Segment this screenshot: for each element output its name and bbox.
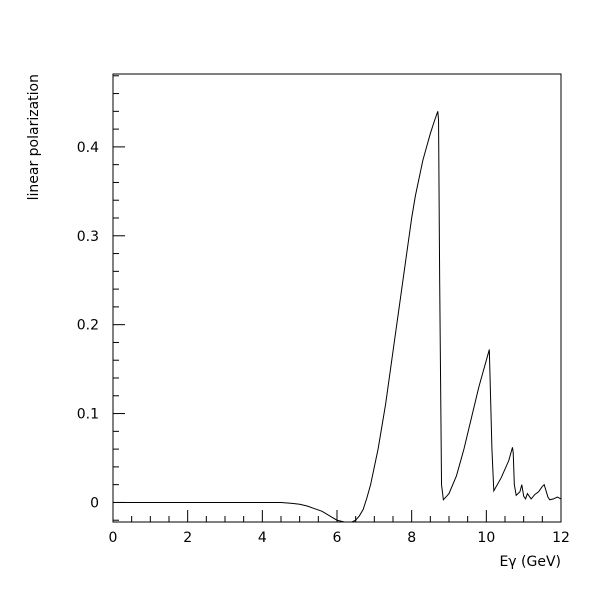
x-tick-label: 10: [477, 530, 495, 546]
y-tick-label: 0.1: [77, 407, 99, 423]
x-tick-label: 6: [333, 530, 342, 546]
x-tick-label: 4: [258, 530, 267, 546]
y-tick-label: 0.2: [77, 318, 99, 334]
y-axis-tick-labels: 0 0.1 0.2 0.3 0.4: [77, 140, 99, 512]
x-axis-title: Eγ (GeV): [499, 554, 561, 570]
x-tick-label: 0: [109, 530, 118, 546]
x-tick-label: 8: [407, 530, 416, 546]
x-axis-ticks: [112, 510, 562, 522]
y-axis-title: linear polarization: [26, 74, 42, 200]
y-tick-label: 0: [90, 495, 99, 511]
x-tick-label: 2: [183, 530, 192, 546]
y-axis-ticks: [113, 75, 125, 521]
x-tick-label: 12: [552, 530, 570, 546]
x-axis-tick-labels: 0 2 4 6 8 10 12: [109, 530, 570, 546]
plot-frame: [112, 73, 562, 523]
y-tick-label: 0.4: [77, 140, 99, 156]
polarization-curve: [113, 111, 562, 523]
y-tick-label: 0.3: [77, 229, 99, 245]
